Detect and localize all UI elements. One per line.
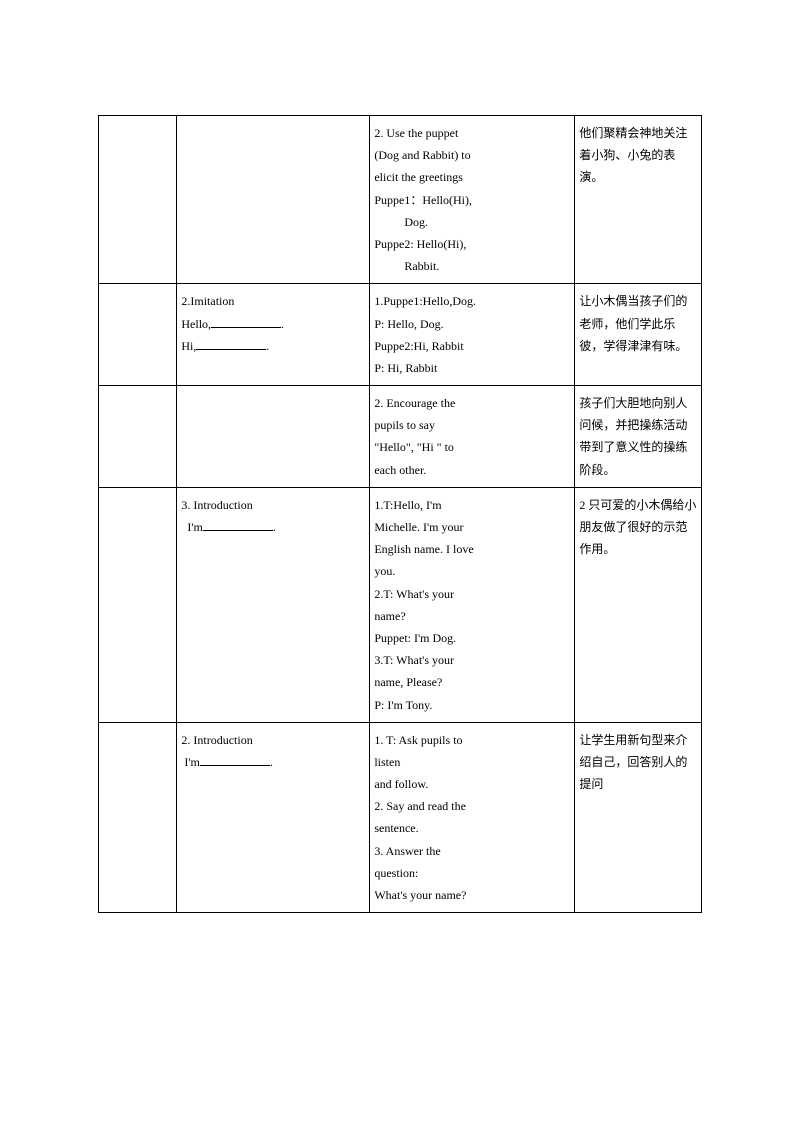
text-line: Hello,. xyxy=(181,313,365,335)
table-row: 2. Encourage the pupils to say "Hello", … xyxy=(99,386,702,488)
cell-content: 2. Introduction I'm. xyxy=(177,722,370,913)
cell-method: 1. T: Ask pupils to listen and follow. 2… xyxy=(370,722,575,913)
text-line: Michelle. I'm your xyxy=(374,516,570,538)
table-row: 2. Introduction I'm. 1. T: Ask pupils to… xyxy=(99,722,702,913)
text-line: you. xyxy=(374,560,570,582)
cell-purpose: 他们聚精会神地关注着小狗、小兔的表演。 xyxy=(575,116,702,284)
table-row: 2.Imitation Hello,. Hi,. 1.Puppe1:Hello,… xyxy=(99,284,702,386)
text-line: (Dog and Rabbit) to xyxy=(374,144,570,166)
cell-stage xyxy=(99,386,177,488)
text-line: 2. Encourage the xyxy=(374,392,570,414)
text-line: name, Please? xyxy=(374,671,570,693)
text-line: 2.T: What's your xyxy=(374,583,570,605)
cell-method: 1.Puppe1:Hello,Dog. P: Hello, Dog. Puppe… xyxy=(370,284,575,386)
cell-stage xyxy=(99,116,177,284)
text-line: and follow. xyxy=(374,773,570,795)
cell-content xyxy=(177,116,370,284)
text-line: 2.Imitation xyxy=(181,290,365,312)
text-line: 2. Say and read the xyxy=(374,795,570,817)
text-line: pupils to say xyxy=(374,414,570,436)
lesson-plan-table: 2. Use the puppet (Dog and Rabbit) to el… xyxy=(98,115,702,913)
cell-stage xyxy=(99,722,177,913)
text-line: elicit the greetings xyxy=(374,166,570,188)
text-line: listen xyxy=(374,751,570,773)
cell-content xyxy=(177,386,370,488)
text-line: Dog. xyxy=(374,211,570,233)
cell-purpose: 让小木偶当孩子们的老师，他们学此乐彼，学得津津有味。 xyxy=(575,284,702,386)
cell-method: 2. Use the puppet (Dog and Rabbit) to el… xyxy=(370,116,575,284)
text-line: sentence. xyxy=(374,817,570,839)
text-line: 1. T: Ask pupils to xyxy=(374,729,570,751)
text-line: English name. I love xyxy=(374,538,570,560)
text-line: question: xyxy=(374,862,570,884)
text-line: name? xyxy=(374,605,570,627)
text-line: 3.T: What's your xyxy=(374,649,570,671)
text-line: What's your name? xyxy=(374,884,570,906)
text-line: 2. Introduction xyxy=(181,729,365,751)
text-line: Hi,. xyxy=(181,335,365,357)
cell-method: 2. Encourage the pupils to say "Hello", … xyxy=(370,386,575,488)
cell-stage xyxy=(99,487,177,722)
cell-purpose: 让学生用新句型来介绍自己，回答别人的提问 xyxy=(575,722,702,913)
text-line: P: Hello, Dog. xyxy=(374,313,570,335)
cell-purpose: 2 只可爱的小木偶给小朋友做了很好的示范作用。 xyxy=(575,487,702,722)
cell-content: 2.Imitation Hello,. Hi,. xyxy=(177,284,370,386)
cell-purpose: 孩子们大胆地向别人问候，并把操练活动带到了意义性的操练阶段。 xyxy=(575,386,702,488)
table-row: 3. Introduction I'm. 1.T:Hello, I'm Mich… xyxy=(99,487,702,722)
text-line: Rabbit. xyxy=(374,255,570,277)
text-line: 1.T:Hello, I'm xyxy=(374,494,570,516)
cell-method: 1.T:Hello, I'm Michelle. I'm your Englis… xyxy=(370,487,575,722)
text-line: P: I'm Tony. xyxy=(374,694,570,716)
text-line: 3. Answer the xyxy=(374,840,570,862)
text-line: 3. Introduction xyxy=(181,494,365,516)
text-line: 1.Puppe1:Hello,Dog. xyxy=(374,290,570,312)
text-line: I'm. xyxy=(181,751,365,773)
text-line: Puppe1：Hello(Hi), xyxy=(374,189,570,211)
text-line: 2. Use the puppet xyxy=(374,122,570,144)
cell-stage xyxy=(99,284,177,386)
text-line: I'm. xyxy=(181,516,365,538)
text-line: Puppet: I'm Dog. xyxy=(374,627,570,649)
cell-content: 3. Introduction I'm. xyxy=(177,487,370,722)
table-row: 2. Use the puppet (Dog and Rabbit) to el… xyxy=(99,116,702,284)
text-line: P: Hi, Rabbit xyxy=(374,357,570,379)
text-line: Puppe2: Hello(Hi), xyxy=(374,233,570,255)
text-line: each other. xyxy=(374,459,570,481)
text-line: Puppe2:Hi, Rabbit xyxy=(374,335,570,357)
text-line: "Hello", "Hi " to xyxy=(374,436,570,458)
